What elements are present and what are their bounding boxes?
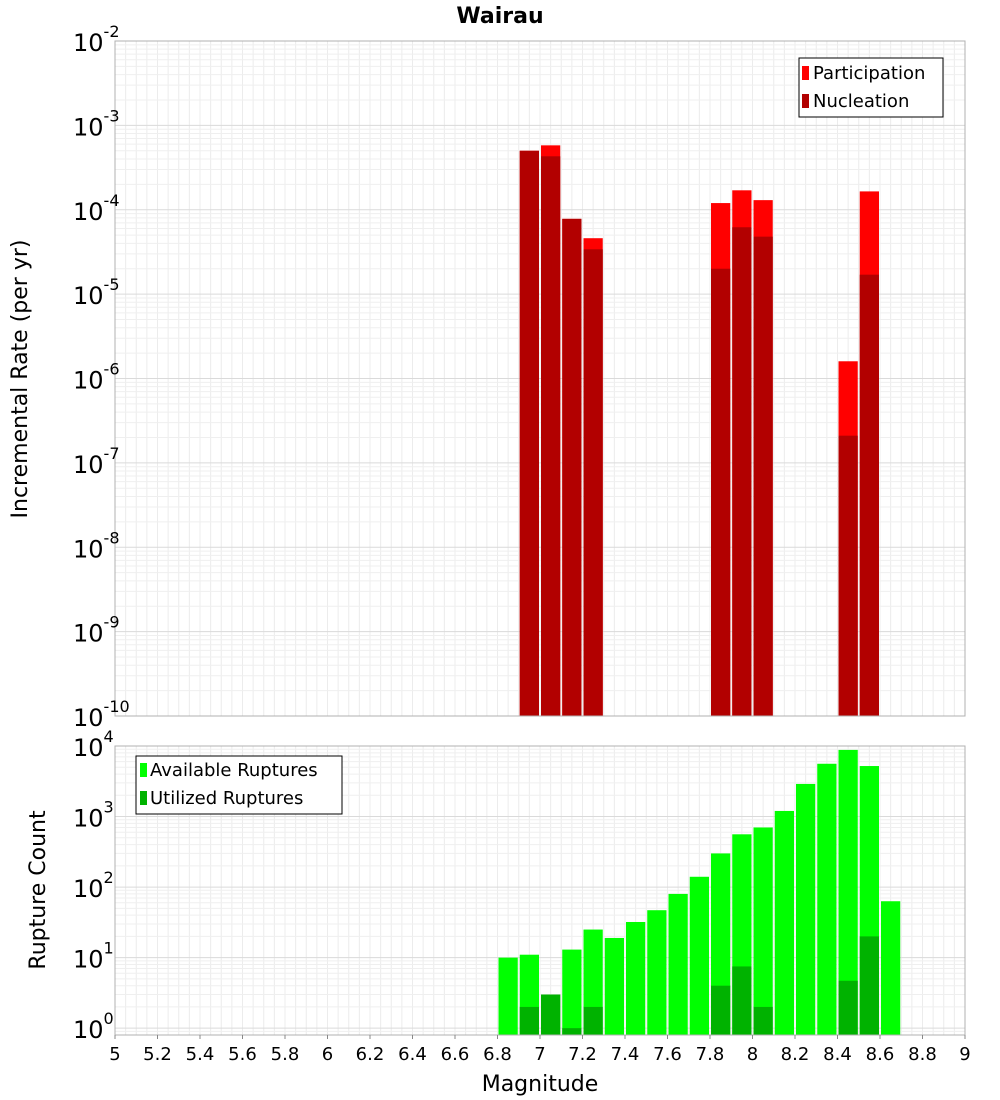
rate-bar-nucleation — [583, 249, 603, 716]
y-tick-label: 10-2 — [73, 22, 120, 57]
count-bar-utilized-ruptures — [583, 1006, 603, 1035]
count-bar-utilized-ruptures — [519, 1006, 539, 1035]
count-bar-utilized-ruptures — [859, 936, 879, 1035]
x-tick-label: 5 — [109, 1044, 120, 1065]
top-y-axis-label: Incremental Rate (per yr) — [8, 240, 33, 519]
rate-bar-nucleation — [753, 236, 773, 716]
y-tick-label: 102 — [73, 868, 114, 903]
count-bar-utilized-ruptures — [753, 1006, 773, 1035]
chart-title: Wairau — [456, 4, 543, 29]
top-panel: 10-10 10-9 10-8 10-7 10-6 10-5 10-4 10-3 10-2 In… — [8, 22, 966, 732]
y-tick-label: 10-6 — [73, 360, 120, 395]
count-bar-available-ruptures — [774, 810, 794, 1035]
rate-bar-nucleation — [711, 268, 731, 716]
legend-label-available: Available Ruptures — [150, 760, 318, 781]
count-bar-available-ruptures — [689, 876, 709, 1035]
bottom-legend: Available Ruptures Utilized Ruptures — [135, 755, 343, 815]
x-tick-label: 8.4 — [823, 1044, 852, 1065]
bottom-bars — [498, 749, 901, 1035]
x-tick-label: 6.4 — [398, 1044, 427, 1065]
x-tick-label: 7.2 — [568, 1044, 597, 1065]
x-tick-label: 8.2 — [781, 1044, 810, 1065]
top-plot-border — [114, 40, 966, 717]
x-tick-label: 6.2 — [356, 1044, 385, 1065]
x-tick-label: 5.2 — [143, 1044, 172, 1065]
bottom-y-axis-label: Rupture Count — [26, 810, 51, 970]
rate-bar-nucleation — [838, 435, 858, 716]
top-gridlines — [114, 41, 966, 717]
x-tick-label: 7.8 — [696, 1044, 725, 1065]
x-tick-label: 7 — [534, 1044, 545, 1065]
rate-bar-nucleation — [732, 227, 752, 716]
x-tick-label: 5.8 — [271, 1044, 300, 1065]
rate-bar-nucleation — [519, 150, 539, 716]
legend-swatch-available — [140, 763, 147, 777]
x-tick-label: 7.6 — [653, 1044, 682, 1065]
x-tick-label: 8.6 — [866, 1044, 895, 1065]
legend-label-nucleation: Nucleation — [813, 91, 909, 112]
x-tick-label: 7.4 — [611, 1044, 640, 1065]
y-tick-label: 104 — [73, 727, 114, 762]
legend-label-participation: Participation — [813, 63, 925, 84]
x-tick-label: 6.6 — [441, 1044, 470, 1065]
x-tick-label: 9 — [959, 1044, 970, 1065]
y-tick-label: 10-9 — [73, 613, 120, 648]
y-tick-label: 10-10 — [73, 697, 130, 732]
y-tick-label: 10-3 — [73, 106, 120, 141]
count-bar-available-ruptures — [881, 901, 901, 1035]
x-tick-label: 6.8 — [483, 1044, 512, 1065]
count-bar-available-ruptures — [753, 827, 773, 1035]
top-y-ticks: 10-10 10-9 10-8 10-7 10-6 10-5 10-4 10-3 10-2 — [73, 22, 130, 732]
count-bar-available-ruptures — [562, 949, 582, 1035]
legend-swatch-utilized — [140, 791, 147, 805]
count-bar-utilized-ruptures — [838, 980, 858, 1035]
count-bar-utilized-ruptures — [541, 994, 561, 1035]
legend-label-utilized: Utilized Ruptures — [150, 788, 303, 809]
bottom-panel: 100 101 102 103 104 5 5.2 5.4 5.6 5.8 6 6.2 6.4 6.6 6… — [26, 727, 971, 1097]
x-tick-label: 8 — [747, 1044, 758, 1065]
y-tick-label: 10-7 — [73, 444, 120, 479]
rate-bar-nucleation — [562, 218, 582, 716]
count-bar-utilized-ruptures — [562, 1028, 582, 1035]
legend-swatch-nucleation — [802, 94, 809, 108]
x-axis-label: Magnitude — [482, 1072, 599, 1097]
x-tick-label: 5.4 — [186, 1044, 215, 1065]
count-bar-available-ruptures — [838, 749, 858, 1035]
x-tick-label: 8.8 — [908, 1044, 937, 1065]
y-tick-label: 101 — [73, 939, 114, 974]
bottom-legend-box — [135, 755, 343, 815]
y-tick-label: 103 — [73, 798, 114, 833]
top-legend: Participation Nucleation — [798, 57, 944, 118]
count-bar-utilized-ruptures — [732, 966, 752, 1035]
rate-bar-nucleation — [859, 274, 879, 716]
count-bar-available-ruptures — [647, 910, 667, 1035]
count-bar-available-ruptures — [498, 957, 518, 1035]
count-bar-available-ruptures — [668, 893, 688, 1035]
y-tick-label: 10-5 — [73, 275, 120, 310]
count-bar-available-ruptures — [626, 921, 646, 1035]
count-bar-available-ruptures — [796, 783, 816, 1035]
x-ticks: 5 5.2 5.4 5.6 5.8 6 6.2 6.4 6.6 6.8 7 7.2 7.4 7.6 7.8 8… — [109, 1035, 971, 1065]
count-bar-utilized-ruptures — [711, 985, 731, 1035]
y-tick-label: 100 — [73, 1009, 114, 1044]
top-bars — [519, 145, 879, 717]
bottom-y-ticks: 100 101 102 103 104 — [73, 727, 114, 1044]
count-bar-available-ruptures — [604, 937, 624, 1035]
rate-bar-nucleation — [541, 156, 561, 717]
top-legend-box — [798, 57, 944, 118]
y-tick-label: 10-8 — [73, 528, 120, 563]
y-tick-label: 10-4 — [73, 191, 120, 226]
x-tick-label: 6 — [322, 1044, 333, 1065]
legend-swatch-participation — [802, 66, 809, 80]
count-bar-available-ruptures — [817, 763, 837, 1035]
x-tick-label: 5.6 — [228, 1044, 257, 1065]
